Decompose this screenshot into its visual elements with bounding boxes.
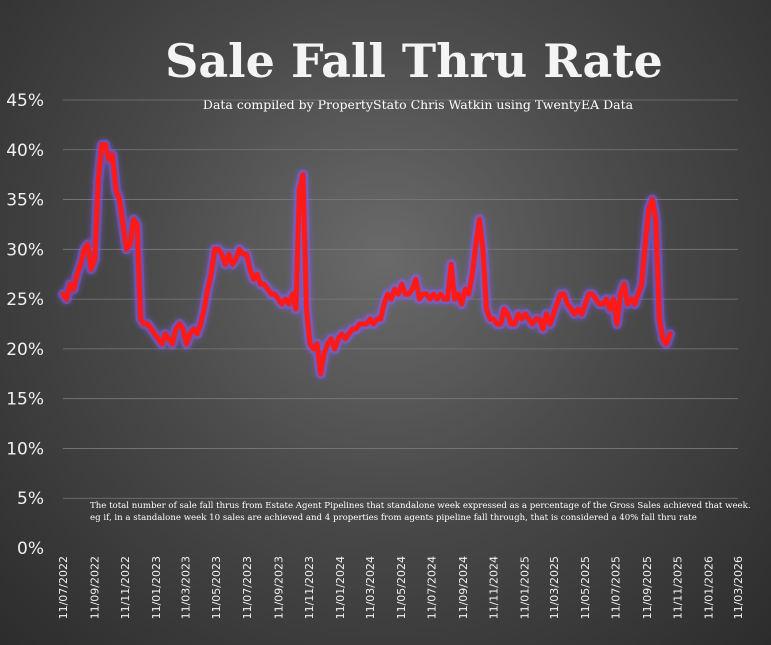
chart-subtitle: Data compiled by PropertyStato Chris Wat… — [203, 97, 634, 112]
x-tick-label: 11/01/2024 — [334, 556, 347, 619]
x-tick-label: 11/03/2024 — [364, 556, 377, 619]
x-tick-label: 11/01/2023 — [150, 556, 163, 619]
y-tick-label: 20% — [6, 340, 44, 360]
series-line — [60, 142, 673, 377]
y-tick-label: 10% — [6, 439, 44, 459]
x-tick-label: 11/01/2026 — [702, 556, 715, 619]
x-tick-label: 11/09/2025 — [641, 556, 654, 619]
y-tick-label: 15% — [6, 390, 44, 410]
x-tick-label: 11/05/2023 — [210, 556, 223, 619]
x-tick-label: 11/03/2023 — [179, 556, 192, 619]
x-tick-label: 11/03/2026 — [732, 556, 745, 619]
x-axis-ticks: 11/07/2022 11/09/2022 11/11/2022 11/01/2023… — [57, 556, 745, 619]
x-tick-label: 11/09/2022 — [88, 556, 101, 619]
x-tick-label: 11/09/2024 — [457, 556, 470, 619]
x-tick-label: 11/07/2023 — [241, 556, 254, 619]
x-tick-label: 11/07/2025 — [610, 556, 623, 619]
x-tick-label: 11/11/2024 — [488, 556, 501, 619]
grid-lines — [63, 99, 738, 499]
y-tick-label: 45% — [6, 91, 44, 111]
chart-title: Sale Fall Thru Rate — [165, 34, 663, 88]
x-tick-label: 11/05/2025 — [579, 556, 592, 619]
x-tick-label: 11/11/2023 — [303, 556, 316, 619]
y-tick-label: 40% — [6, 141, 44, 161]
x-tick-label: 11/09/2023 — [272, 556, 285, 619]
y-axis-ticks: 0% 5% 10% 15% 20% 25% 30% 35% 40% 45% — [6, 91, 44, 559]
x-tick-label: 11/05/2024 — [395, 556, 408, 619]
x-tick-label: 11/07/2022 — [57, 556, 70, 619]
series-area — [58, 139, 675, 379]
y-tick-label: 35% — [6, 191, 44, 211]
y-tick-label: 30% — [6, 240, 44, 260]
x-tick-label: 11/07/2024 — [426, 556, 439, 619]
x-tick-label: 11/01/2025 — [518, 556, 531, 619]
x-tick-label: 11/03/2025 — [548, 556, 561, 619]
y-tick-label: 25% — [6, 290, 44, 310]
x-tick-label: 11/11/2022 — [119, 556, 132, 619]
series-line-glow — [58, 139, 675, 379]
y-tick-label: 0% — [17, 539, 44, 559]
chart-note-line-2: eg if, in a standalone week 10 sales are… — [90, 513, 697, 523]
y-tick-label: 5% — [17, 489, 44, 509]
chart-note-line-1: The total number of sale fall thrus from… — [90, 501, 751, 511]
x-tick-label: 11/11/2025 — [672, 556, 685, 619]
